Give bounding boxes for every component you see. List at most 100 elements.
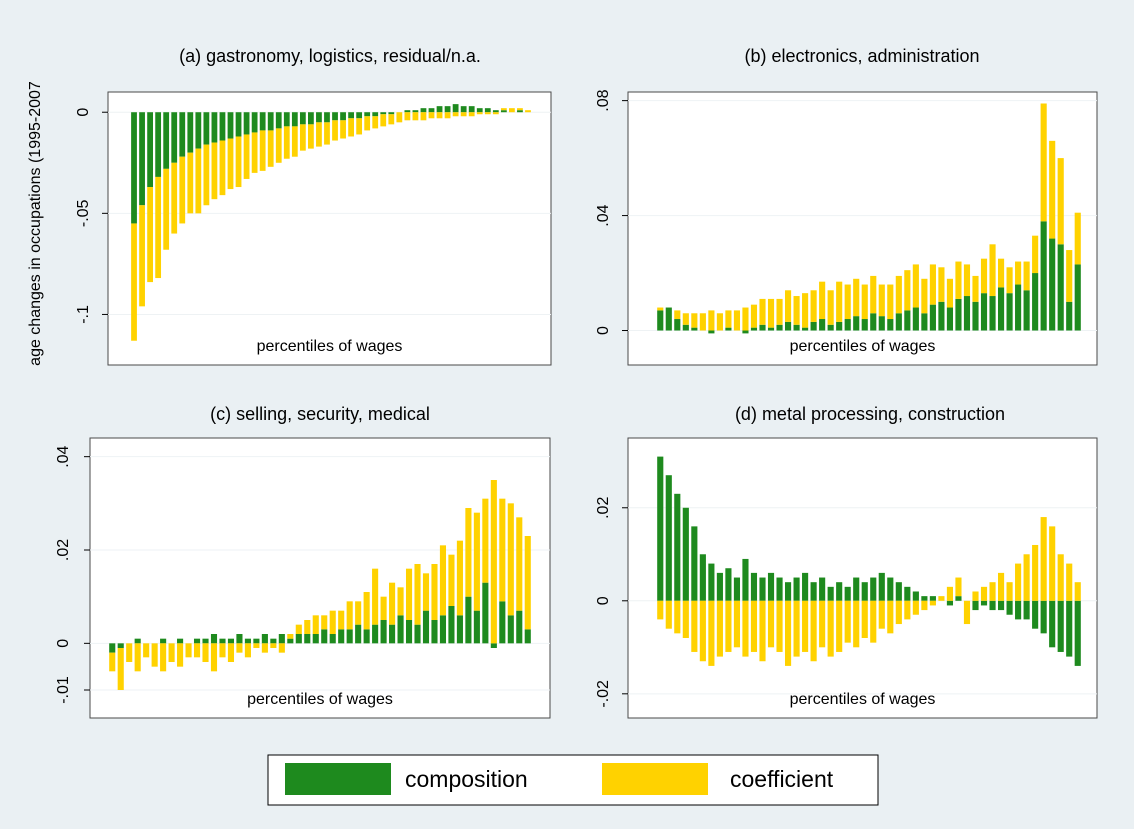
bar <box>657 600 664 620</box>
bar <box>275 128 282 163</box>
bar <box>380 596 387 620</box>
bar <box>482 498 489 583</box>
bar <box>179 112 186 157</box>
bar <box>1006 600 1013 615</box>
bar <box>904 600 911 620</box>
bar <box>912 264 919 308</box>
bar <box>1049 238 1056 331</box>
bar <box>355 624 362 644</box>
bar <box>870 313 877 331</box>
bar <box>802 572 809 601</box>
bar <box>819 319 826 331</box>
bar <box>895 313 902 331</box>
bar <box>295 624 302 634</box>
bar <box>921 600 928 611</box>
bar <box>484 112 491 115</box>
bar <box>380 112 387 115</box>
bar <box>997 572 1005 601</box>
bar <box>1074 582 1081 601</box>
bar <box>963 600 971 625</box>
bar <box>1074 264 1081 331</box>
bar <box>844 284 851 320</box>
bar <box>895 600 902 625</box>
bar <box>179 156 186 224</box>
bar <box>793 577 800 601</box>
bar <box>1057 158 1064 245</box>
legend-swatch <box>285 763 391 795</box>
y-tick-label: .02 <box>55 539 72 561</box>
bar <box>972 301 979 331</box>
bar <box>444 112 451 119</box>
bar <box>776 577 783 601</box>
bar <box>793 324 800 331</box>
bar <box>819 577 826 601</box>
bar <box>708 330 715 334</box>
bar <box>810 290 817 322</box>
bar <box>861 582 868 601</box>
bar <box>147 112 153 188</box>
bar <box>287 634 294 639</box>
bar <box>139 205 145 307</box>
bar <box>657 456 664 601</box>
legend-swatch <box>602 763 708 795</box>
bar <box>674 310 681 320</box>
bar <box>784 290 792 322</box>
bar <box>955 596 962 601</box>
bar <box>448 606 455 644</box>
bar <box>750 304 758 328</box>
bar <box>853 577 860 601</box>
bar <box>261 643 268 653</box>
bar <box>420 108 427 113</box>
bar <box>989 296 996 331</box>
bar <box>963 296 971 331</box>
bar <box>456 540 463 616</box>
bar <box>348 112 354 119</box>
bar <box>304 620 311 634</box>
bar <box>972 275 979 302</box>
bar <box>312 615 319 634</box>
bar <box>980 586 988 601</box>
bar <box>742 558 749 601</box>
bar <box>397 615 404 644</box>
bar <box>372 568 379 625</box>
bar <box>1015 261 1022 285</box>
bar <box>853 316 860 331</box>
bar <box>708 310 715 331</box>
bar <box>887 319 894 331</box>
y-tick-label: -.1 <box>75 305 92 324</box>
bar <box>1040 600 1047 634</box>
y-tick-label: 0 <box>595 596 612 605</box>
bar <box>278 634 285 644</box>
bar <box>219 112 226 141</box>
bar <box>716 313 723 331</box>
bar <box>784 582 792 601</box>
bar <box>725 600 732 652</box>
bar <box>499 601 506 644</box>
bar <box>853 278 860 317</box>
bar <box>299 112 306 125</box>
bar <box>340 112 346 121</box>
bar <box>955 298 962 331</box>
bar <box>202 643 209 662</box>
bar <box>283 126 290 159</box>
bar <box>989 600 996 611</box>
bar <box>657 307 664 311</box>
bar <box>431 564 438 620</box>
bar <box>1015 284 1022 331</box>
bar <box>776 600 783 652</box>
bar <box>716 600 723 657</box>
plot-area <box>89 437 551 719</box>
bar <box>1006 293 1013 331</box>
bar <box>329 610 336 634</box>
bar <box>1023 261 1030 291</box>
bar <box>452 104 459 113</box>
bar <box>500 108 507 111</box>
bar <box>227 138 234 190</box>
bar <box>827 586 834 601</box>
bar <box>117 648 124 690</box>
bar <box>473 610 480 644</box>
bar <box>404 112 411 121</box>
bar <box>295 634 302 644</box>
bar <box>853 600 860 648</box>
